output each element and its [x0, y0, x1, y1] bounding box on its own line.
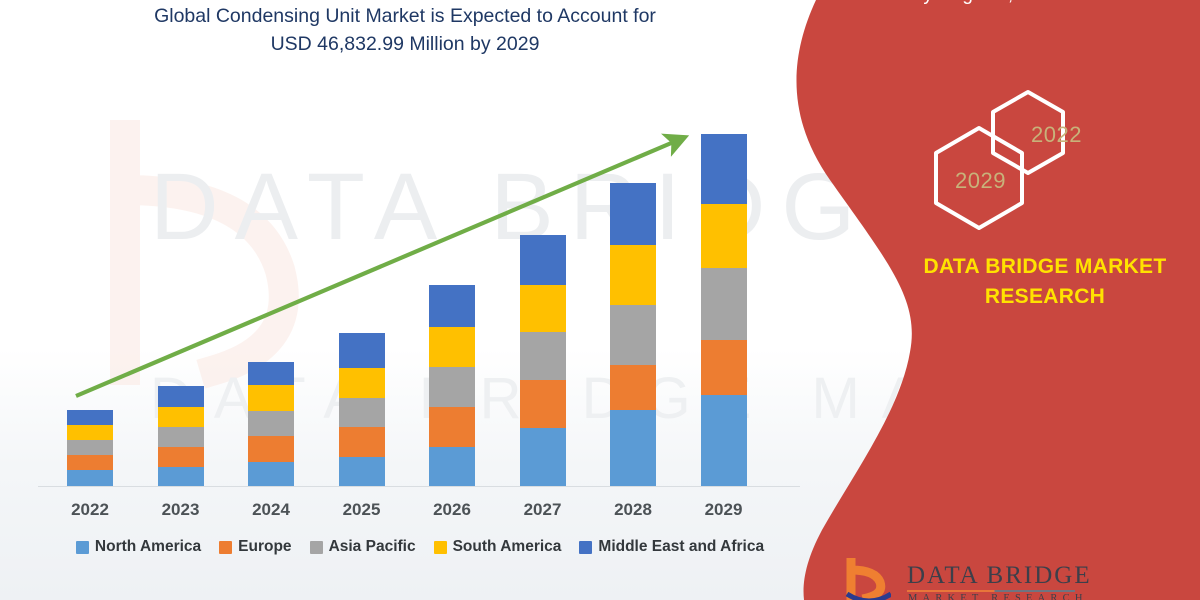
x-axis-label-2022: 2022 — [71, 500, 109, 519]
legend-label: South America — [452, 538, 562, 555]
bar-segment — [610, 365, 656, 410]
bar-segment — [610, 245, 656, 305]
bar-segment — [157, 386, 204, 407]
bar-segment — [700, 395, 747, 486]
bar-segment — [67, 470, 113, 486]
x-axis-line — [38, 486, 800, 487]
footer-logo-tagline: MARKET RESEARCH — [908, 593, 1088, 600]
bar-segment — [519, 332, 566, 380]
bar-segment — [157, 427, 204, 447]
brand-name: DATA BRIDGE MARKET RESEARCH — [895, 252, 1195, 312]
bar-segment — [338, 368, 385, 398]
bar-segment — [519, 380, 566, 428]
bar-segment — [519, 285, 566, 332]
bar-segment — [157, 447, 204, 467]
bar-2028 — [610, 183, 656, 486]
hexagon-2022-shape — [991, 90, 1065, 175]
brand-line-1: DATA BRIDGE MARKET — [923, 255, 1167, 278]
footer-logo-mark-icon — [845, 558, 891, 600]
legend-swatch — [219, 540, 233, 554]
legend-label: Middle East and Africa — [598, 538, 765, 555]
right-panel-subtitle: By Regions, 2022 to 2029 — [840, 0, 1200, 8]
bar-2025 — [338, 333, 385, 486]
footer-logo-divider — [907, 590, 1075, 592]
bar-segment — [610, 410, 656, 486]
bar-segment — [429, 407, 475, 447]
chart-title-line2: USD 46,832.99 Million by 2029 — [270, 33, 540, 55]
bar-segment — [429, 327, 475, 367]
bar-segment — [700, 204, 747, 268]
bar-segment — [519, 235, 566, 285]
bar-segment — [67, 455, 113, 470]
bar-segment — [700, 268, 747, 340]
hexagon-label-large: 2029 — [955, 168, 1006, 193]
bar-segment — [429, 367, 475, 407]
bar-segment — [338, 333, 385, 368]
bar-segment — [67, 410, 113, 425]
footer-logo: DATA BRIDGE MARKET RESEARCH — [845, 556, 1195, 600]
bar-2027 — [519, 235, 566, 486]
legend-swatch — [309, 540, 323, 554]
bar-segment — [248, 362, 294, 385]
bar-2029 — [700, 134, 747, 486]
chart-title: Global Condensing Unit Market is Expecte… — [55, 2, 755, 58]
right-red-panel — [760, 0, 1200, 600]
legend-item-north-america[interactable]: North America — [75, 538, 202, 556]
hexagon-badges — [915, 88, 1115, 243]
bar-segment — [700, 134, 747, 204]
bar-segment — [157, 407, 204, 427]
legend-item-middle-east-and-africa[interactable]: Middle East and Africa — [579, 538, 764, 556]
legend-label: Europe — [238, 538, 292, 555]
bar-segment — [429, 447, 475, 486]
x-axis-label-2025: 2025 — [342, 500, 381, 519]
bar-2024 — [248, 362, 294, 486]
x-axis-label-2026: 2026 — [433, 500, 471, 519]
footer-logo-name: DATA BRIDGE — [907, 562, 1092, 589]
legend-swatch — [75, 540, 89, 554]
bar-segment — [67, 425, 113, 440]
bar-segment — [610, 305, 656, 365]
legend-swatch — [433, 540, 447, 554]
plot-area: 2022 2023 2024 2025 2026 2027 2028 2029 — [38, 133, 800, 519]
bar-segment — [67, 440, 113, 455]
x-axis-label-2027: 2027 — [523, 500, 562, 519]
bar-segment — [610, 183, 656, 245]
bar-2023 — [157, 386, 204, 486]
legend-label: Asia Pacific — [328, 538, 416, 555]
bar-2026 — [429, 285, 475, 486]
bar-segment — [338, 398, 385, 427]
x-axis-label-2028: 2028 — [614, 500, 652, 519]
bar-segment — [700, 340, 747, 395]
bar-segment — [338, 457, 385, 486]
bar-segment — [338, 427, 385, 457]
legend-item-europe[interactable]: Europe — [219, 538, 292, 556]
bar-segment — [157, 467, 204, 486]
x-axis-label-2024: 2024 — [252, 500, 290, 519]
hexagon-label-small: 2022 — [1031, 122, 1082, 147]
bar-segment — [248, 436, 294, 462]
brand-line-2: RESEARCH — [984, 285, 1106, 308]
bar-2022 — [67, 410, 113, 486]
bar-segment — [248, 411, 294, 436]
legend-item-south-america[interactable]: South America — [433, 538, 562, 556]
bar-segment — [248, 462, 294, 486]
hexagon-2029-shape — [934, 126, 1024, 230]
legend-item-asia-pacific[interactable]: Asia Pacific — [309, 538, 416, 556]
x-axis-label-2023: 2023 — [161, 500, 200, 519]
legend-swatch — [579, 540, 593, 554]
bar-segment — [429, 285, 475, 327]
x-axis-label-2029: 2029 — [704, 500, 743, 519]
chart-legend: North America Europe Asia Pacific South Ame… — [40, 538, 800, 556]
bar-segment — [248, 385, 294, 411]
bar-segment — [519, 428, 566, 486]
chart-title-line1: Global Condensing Unit Market is Expecte… — [154, 5, 656, 27]
legend-label: North America — [94, 538, 202, 555]
